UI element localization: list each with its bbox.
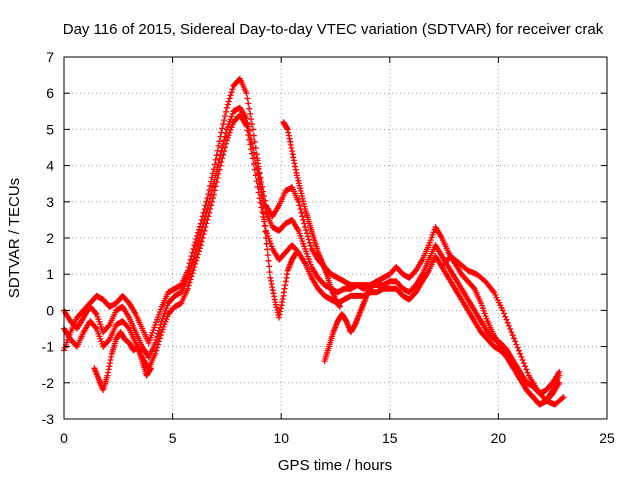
y-tick-label: -3 — [42, 411, 55, 427]
data-markers — [321, 282, 376, 365]
series-track-f — [280, 119, 343, 310]
data-markers — [61, 75, 563, 408]
series-track-e — [254, 155, 300, 321]
x-tick-label: 25 — [599, 430, 615, 446]
y-tick-label: 4 — [46, 158, 54, 174]
x-tick-label: 0 — [60, 430, 68, 446]
y-axis-label: SDTVAR / TECUs — [6, 178, 23, 298]
ticks-layer: 0 5 10 15 20 25 -3 -2 -1 0 1 2 3 4 5 6 7 — [42, 49, 615, 446]
data-layer — [61, 75, 567, 408]
data-markers — [254, 155, 300, 321]
y-tick-label: 5 — [46, 121, 54, 137]
y-tick-label: 2 — [46, 230, 54, 246]
y-tick-label: -1 — [42, 339, 55, 355]
series-track-g — [321, 282, 376, 365]
y-tick-label: 3 — [46, 194, 54, 210]
y-tick-label: 6 — [46, 85, 54, 101]
data-markers — [280, 119, 343, 310]
y-tick-label: -2 — [42, 375, 55, 391]
x-tick-label: 10 — [273, 430, 289, 446]
series-track-h — [438, 253, 567, 408]
y-tick-label: 1 — [46, 266, 54, 282]
y-tick-label: 7 — [46, 49, 54, 65]
series-track-a — [61, 75, 563, 408]
data-markers — [91, 329, 154, 393]
chart-title: Day 116 of 2015, Sidereal Day-to-day VTE… — [63, 21, 604, 38]
data-markers — [438, 253, 567, 408]
x-tick-label: 15 — [382, 430, 398, 446]
x-tick-label: 20 — [491, 430, 507, 446]
series-track-d — [91, 329, 154, 393]
x-axis-label: GPS time / hours — [278, 457, 392, 474]
x-tick-label: 5 — [169, 430, 177, 446]
y-tick-label: 0 — [46, 302, 54, 318]
